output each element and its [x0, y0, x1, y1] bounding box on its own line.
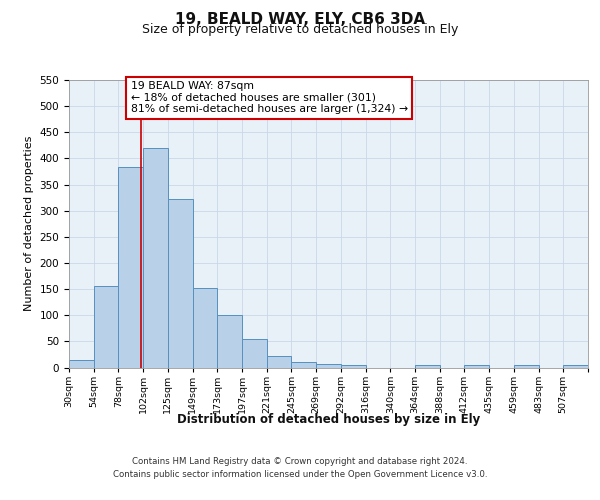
Bar [292, 362, 316, 368]
Bar [118, 168, 143, 368]
Text: Size of property relative to detached houses in Ely: Size of property relative to detached ho… [142, 22, 458, 36]
Bar [69, 360, 94, 368]
Bar [193, 288, 217, 368]
Bar [242, 339, 267, 368]
Y-axis label: Number of detached properties: Number of detached properties [24, 136, 34, 312]
Bar [341, 365, 365, 368]
Bar [514, 365, 539, 368]
Bar [464, 365, 489, 368]
Text: Contains HM Land Registry data © Crown copyright and database right 2024.: Contains HM Land Registry data © Crown c… [132, 458, 468, 466]
Bar [217, 315, 242, 368]
Bar [415, 365, 440, 368]
Text: Distribution of detached houses by size in Ely: Distribution of detached houses by size … [177, 412, 481, 426]
Text: 19 BEALD WAY: 87sqm
← 18% of detached houses are smaller (301)
81% of semi-detac: 19 BEALD WAY: 87sqm ← 18% of detached ho… [131, 81, 408, 114]
Bar [316, 364, 341, 368]
Bar [563, 365, 588, 368]
Bar [267, 356, 292, 368]
Text: Contains public sector information licensed under the Open Government Licence v3: Contains public sector information licen… [113, 470, 487, 479]
Bar [143, 148, 168, 368]
Bar [94, 286, 118, 368]
Text: 19, BEALD WAY, ELY, CB6 3DA: 19, BEALD WAY, ELY, CB6 3DA [175, 12, 425, 28]
Bar [168, 198, 193, 368]
